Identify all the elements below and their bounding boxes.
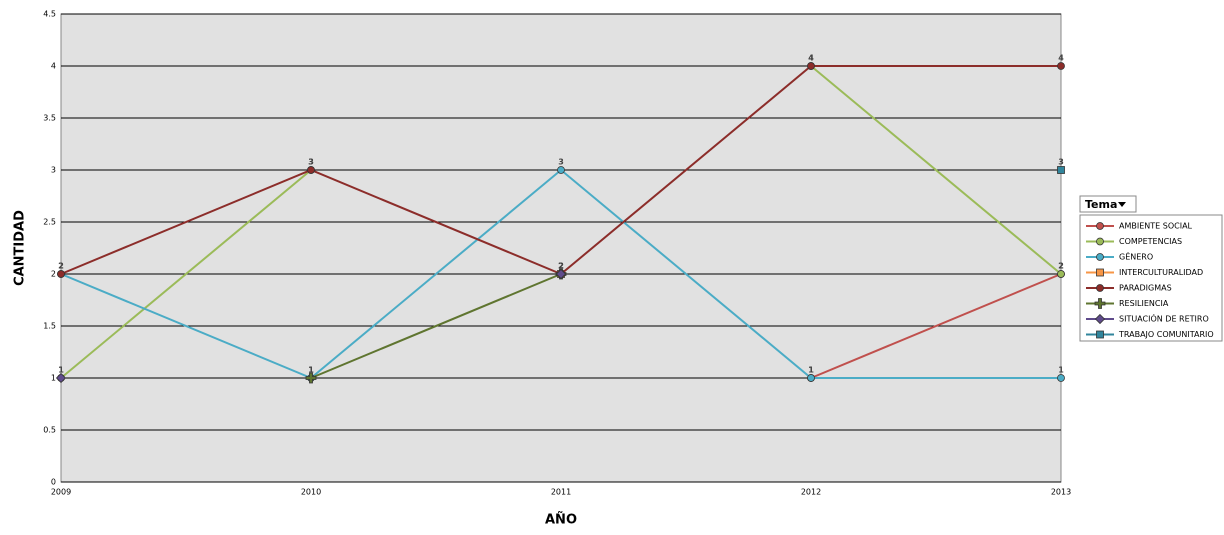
marker xyxy=(1057,62,1065,70)
legend-label: RESILIENCIA xyxy=(1119,299,1169,308)
marker xyxy=(307,166,315,174)
data-label: 3 xyxy=(308,158,314,167)
series: 3 xyxy=(1057,158,1065,174)
marker xyxy=(1057,374,1065,382)
legend-label: AMBIENTE SOCIAL xyxy=(1119,222,1193,231)
data-label: 3 xyxy=(308,158,314,167)
marker xyxy=(1094,313,1106,325)
data-label: 2 xyxy=(58,262,64,271)
x-tick-label: 2009 xyxy=(51,488,71,497)
x-tick-label: 2010 xyxy=(301,488,321,497)
data-label: 4 xyxy=(808,54,814,63)
data-label: 2 xyxy=(1058,262,1064,271)
data-label: 1 xyxy=(58,366,64,375)
legend-label: COMPETENCIAS xyxy=(1119,237,1182,246)
data-label: 4 xyxy=(808,54,814,63)
y-tick-label: 2 xyxy=(51,270,56,279)
legend-title[interactable]: Tema xyxy=(1085,198,1117,211)
marker xyxy=(1096,237,1104,246)
series-line xyxy=(60,65,1062,379)
y-tick-label: 0 xyxy=(51,478,56,487)
marker xyxy=(1096,284,1104,292)
data-label: 3 xyxy=(558,158,564,167)
x-axis-label: AÑO xyxy=(545,512,577,528)
y-axis-label: CANTIDAD xyxy=(13,210,28,286)
marker xyxy=(807,374,815,382)
marker xyxy=(1096,268,1104,277)
data-label: 1 xyxy=(808,366,814,375)
x-tick-label: 2012 xyxy=(801,488,821,497)
marker xyxy=(557,166,565,174)
series: 12 xyxy=(55,262,567,384)
data-label: 2 xyxy=(558,262,564,271)
series-line xyxy=(310,273,562,379)
data-label: 1 xyxy=(1058,366,1064,375)
data-label: 2 xyxy=(558,262,564,271)
marker xyxy=(555,268,567,280)
y-tick-label: 4.5 xyxy=(43,10,56,19)
dropdown-arrow[interactable] xyxy=(1118,202,1126,207)
legend-label: TRABAJO COMUNITARIO xyxy=(1118,330,1214,339)
legend-label: PARADIGMAS xyxy=(1119,284,1172,293)
x-tick-label: 2011 xyxy=(551,488,571,497)
marker xyxy=(807,62,815,70)
data-label: 1 xyxy=(308,366,314,375)
legend-label: SITUACIÓN DE RETIRO xyxy=(1119,313,1209,324)
data-label: 1 xyxy=(808,366,814,375)
legend-label: GÉNERO xyxy=(1119,251,1153,262)
y-tick-label: 1 xyxy=(51,374,56,383)
legend-label: INTERCULTURALIDAD xyxy=(1119,268,1203,277)
data-label: 2 xyxy=(1058,262,1064,271)
data-label: 3 xyxy=(1058,158,1064,167)
marker xyxy=(1057,166,1065,174)
data-label: 1 xyxy=(308,366,314,375)
marker xyxy=(57,270,65,278)
y-tick-label: 3.5 xyxy=(43,114,56,123)
marker xyxy=(305,372,317,384)
y-tick-label: 0.5 xyxy=(43,426,56,435)
marker xyxy=(1096,253,1104,261)
marker xyxy=(1096,222,1104,230)
marker xyxy=(1096,330,1104,339)
legend-button-box[interactable] xyxy=(1079,195,1137,213)
marker xyxy=(1057,270,1065,278)
marker xyxy=(55,372,67,384)
data-label: 2 xyxy=(58,262,64,271)
data-label: 4 xyxy=(1058,54,1064,63)
series-line xyxy=(810,273,1062,379)
y-tick-label: 3 xyxy=(51,166,56,175)
y-tick-label: 1.5 xyxy=(43,322,56,331)
data-label: 2 xyxy=(558,262,564,271)
data-label: 2 xyxy=(558,262,564,271)
y-tick-label: 4 xyxy=(51,62,56,71)
data-label: 1 xyxy=(58,366,64,375)
plot-area xyxy=(60,13,1062,483)
legend-button[interactable]: Tema xyxy=(1079,195,1137,213)
x-tick-label: 2013 xyxy=(1051,488,1071,497)
y-tick-label: 2.5 xyxy=(43,218,56,227)
marker xyxy=(1094,298,1106,309)
